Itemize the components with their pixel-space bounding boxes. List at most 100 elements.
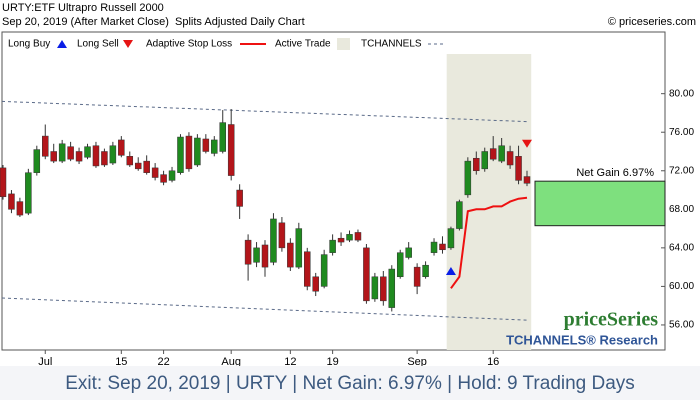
legend-swatch: [57, 40, 67, 48]
stop-loss-line: [450, 196, 528, 289]
candle-body: [8, 193, 15, 210]
candle-body: [312, 276, 319, 292]
candle-body: [506, 151, 514, 166]
candle-body: [202, 138, 210, 152]
watermark-sub: TCHANNELS® Research: [506, 332, 658, 347]
candle-body: [177, 136, 184, 173]
candle-body: [371, 276, 379, 300]
legend-label: Long Buy: [8, 39, 50, 50]
x-tick-label: 16: [487, 356, 499, 368]
candle-body: [346, 234, 353, 241]
candle-body: [75, 151, 83, 162]
candle-body: [464, 160, 472, 196]
candle-body: [388, 268, 396, 308]
candle-body: [320, 254, 328, 287]
buy-marker: [445, 266, 456, 275]
candle-body: [363, 247, 370, 302]
legend-label: TCHANNELS: [361, 39, 422, 50]
legend-label: Active Trade: [275, 39, 331, 50]
candle-body: [337, 237, 345, 243]
legend-swatch: [123, 40, 133, 48]
copyright: © priceseries.com: [608, 16, 696, 28]
y-tick-label: 64.00: [669, 242, 694, 253]
candle-body: [287, 242, 294, 268]
candle-body: [236, 189, 243, 207]
y-tick-label: 72.00: [669, 165, 694, 176]
x-tick-label: Aug: [221, 356, 241, 368]
legend-label: Long Sell: [77, 39, 119, 50]
y-tick-label: 56.00: [669, 320, 694, 331]
candle-body: [42, 135, 49, 157]
chart-subtitle: Sep 20, 2019 (After Market Close) Splits…: [2, 16, 305, 28]
candle-body: [396, 252, 404, 278]
x-tick-label: 15: [115, 356, 127, 368]
candle-body: [58, 143, 66, 162]
candle-body: [33, 149, 41, 173]
candle-body: [261, 244, 269, 268]
sell-marker: [522, 139, 532, 148]
candle-body: [430, 241, 438, 253]
candle-body: [50, 151, 57, 162]
candle-body: [219, 122, 226, 152]
candle-body: [481, 151, 488, 170]
candle-body: [354, 232, 362, 241]
plot-area: 56.00 60.00 64.00 68.00 72.00 76.00 80.00 Jul 15…: [0, 36, 694, 368]
candle-body: [84, 146, 91, 158]
footer-background: [0, 366, 700, 400]
candle-body: [160, 174, 167, 183]
candle-body: [270, 218, 277, 263]
candle-body: [244, 239, 252, 265]
candle-body: [67, 146, 74, 160]
candle-body: [151, 167, 159, 178]
candle-body: [295, 228, 303, 268]
candle-body: [380, 276, 387, 302]
x-tick-label: Sep: [407, 356, 427, 368]
y-tick-label: 80.00: [669, 88, 694, 99]
candle-body: [422, 264, 429, 278]
candle-body: [227, 124, 235, 176]
candle-body: [515, 156, 522, 181]
x-tick-label: Jul: [38, 356, 52, 368]
x-tick-label: 22: [157, 356, 169, 368]
candle-body: [16, 201, 24, 216]
candle-body: [211, 139, 218, 154]
y-tick-label: 76.00: [669, 127, 694, 138]
legend-label: Adaptive Stop Loss: [146, 39, 232, 50]
candle-body: [413, 266, 421, 287]
candle-body: [278, 222, 286, 249]
candle-body: [134, 162, 142, 170]
candle-body: [456, 201, 463, 229]
candle-body: [473, 157, 480, 172]
candle-body: [405, 247, 412, 258]
candle-body: [92, 145, 100, 167]
candle-body: [439, 243, 446, 251]
y-tick-label: 60.00: [669, 281, 694, 292]
candle-body: [109, 145, 117, 164]
candle-body: [101, 151, 108, 166]
candle-body: [304, 251, 311, 287]
candle-body: [329, 239, 336, 253]
candle-body: [194, 137, 201, 166]
net-gain-label: Net Gain 6.97%: [576, 167, 654, 179]
legend-swatch: [337, 38, 350, 50]
candle-body: [489, 148, 497, 160]
candle-body: [168, 170, 176, 181]
candle-body: [253, 247, 260, 263]
footer: Exit: Sep 20, 2019 | URTY | Net Gain: 6.…: [65, 373, 635, 394]
candle-body: [25, 172, 32, 214]
candle-body: [143, 160, 150, 173]
candle-body: [185, 135, 193, 170]
candle-body: [498, 145, 505, 162]
candle-body: [0, 167, 7, 198]
candle-body: [447, 228, 455, 249]
y-tick-label: 68.00: [669, 204, 694, 215]
candle-body: [118, 139, 125, 156]
x-tick-label: 19: [326, 356, 338, 368]
x-tick-label: 12: [284, 356, 296, 368]
watermark-brand: priceSeries: [564, 309, 659, 331]
candle-body: [126, 156, 134, 166]
chart-title: URTY:ETF Ultrapro Russell 2000: [2, 2, 164, 14]
net-gain-box: [534, 180, 666, 227]
candle-body: [523, 176, 531, 184]
